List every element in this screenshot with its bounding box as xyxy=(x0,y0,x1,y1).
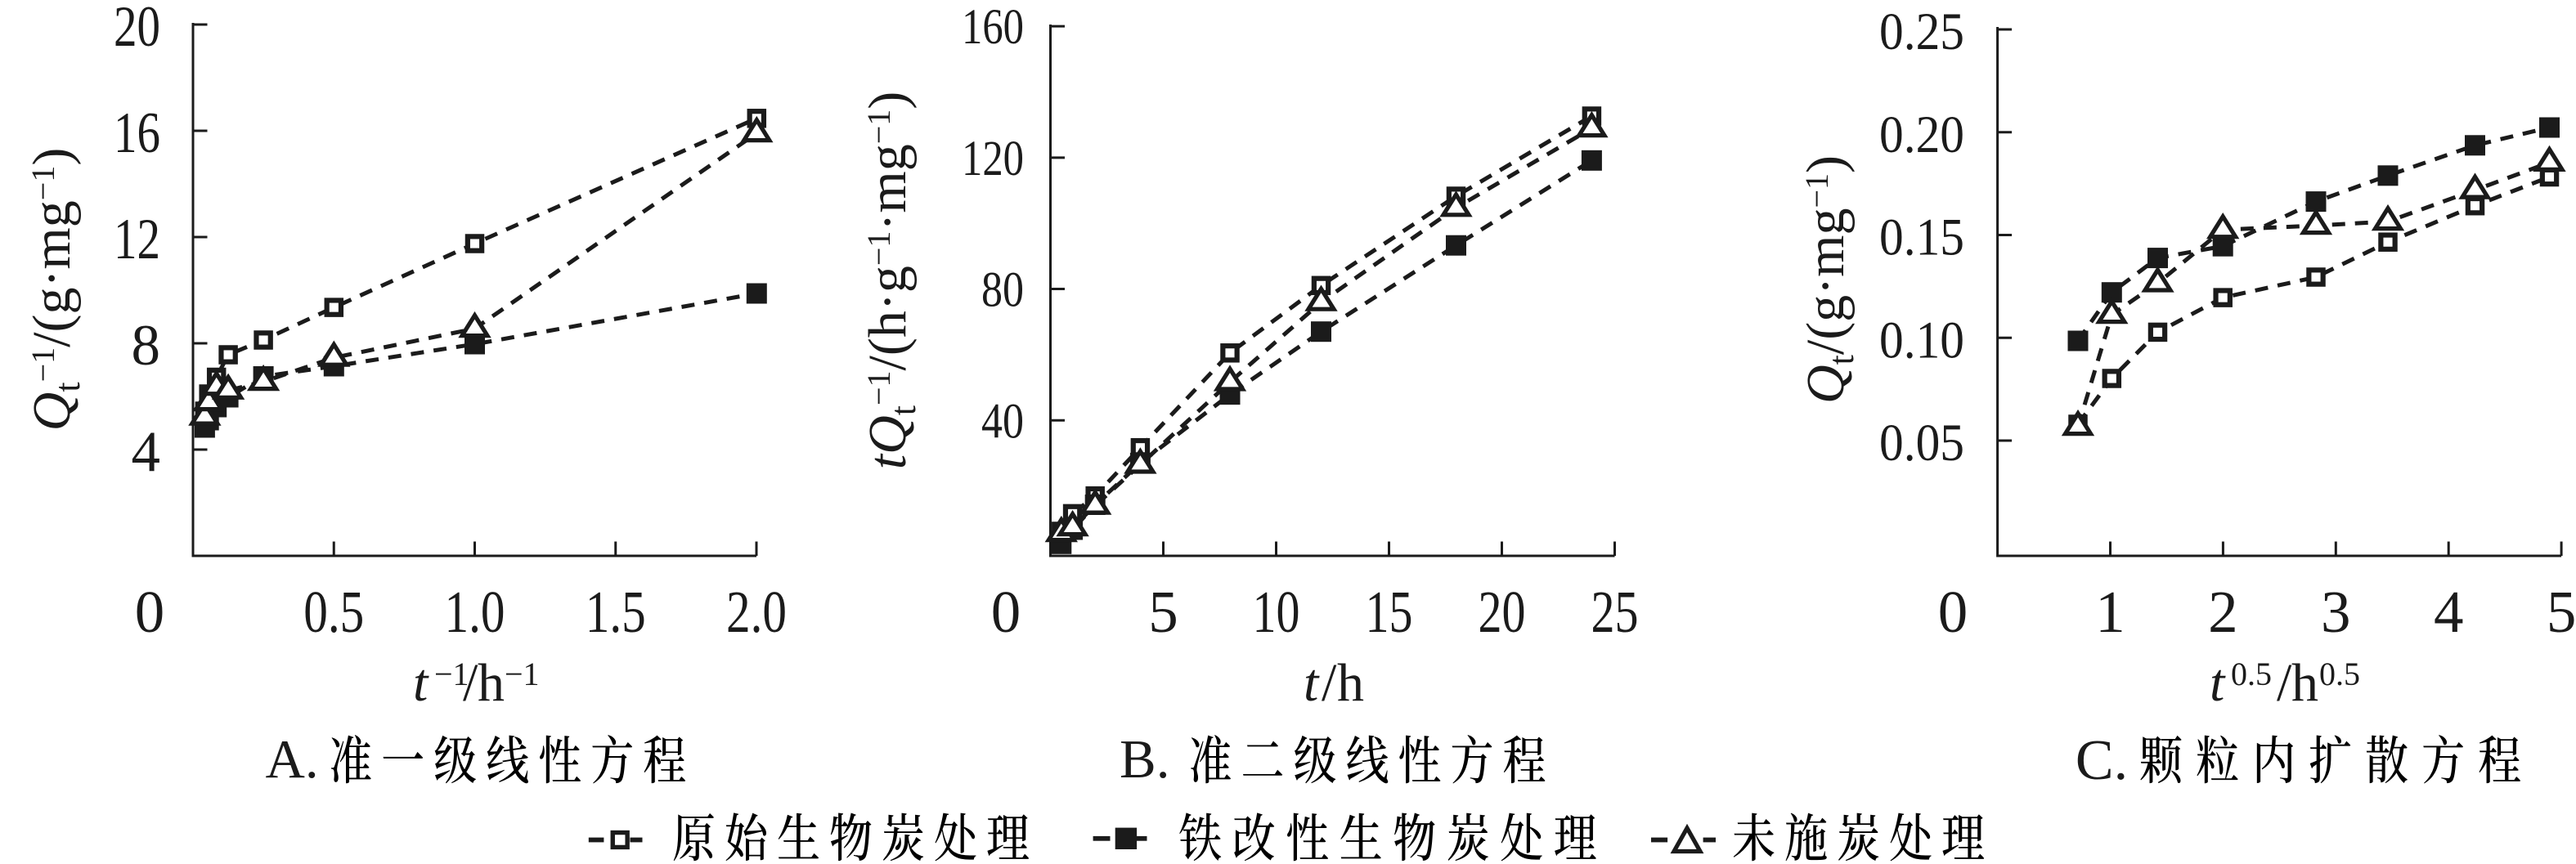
svg-text:h: h xyxy=(1337,653,1364,713)
svg-text:−1: −1 xyxy=(434,656,469,692)
svg-text:3: 3 xyxy=(2321,579,2351,645)
svg-text:B.: B. xyxy=(1120,729,1169,790)
svg-text:2: 2 xyxy=(2208,579,2238,645)
svg-text:80: 80 xyxy=(981,263,1024,318)
svg-text:40: 40 xyxy=(981,394,1024,449)
svg-text:0.5: 0.5 xyxy=(2231,656,2272,692)
svg-text:0: 0 xyxy=(991,579,1021,645)
svg-text:Qt/(g·mg−1): Qt/(g·mg−1) xyxy=(1796,155,1861,404)
svg-text:12: 12 xyxy=(114,208,160,271)
svg-text:0.5: 0.5 xyxy=(303,579,364,645)
svg-text:15: 15 xyxy=(1366,579,1413,645)
svg-text:16: 16 xyxy=(114,101,160,165)
svg-text:1.5: 1.5 xyxy=(586,579,646,645)
svg-text:t: t xyxy=(2210,653,2226,713)
svg-text:0: 0 xyxy=(135,579,165,645)
svg-text:C.: C. xyxy=(2076,729,2128,792)
svg-text:10: 10 xyxy=(1253,579,1300,645)
svg-text:160: 160 xyxy=(962,0,1024,55)
svg-text:20: 20 xyxy=(1479,579,1526,645)
svg-text:Qt−1/(g·mg−1): Qt−1/(g·mg−1) xyxy=(22,148,88,432)
svg-text:4: 4 xyxy=(132,420,161,484)
svg-text:tQt−1/(h·g−1·mg−1): tQt−1/(h·g−1·mg−1) xyxy=(858,92,923,470)
svg-text:0: 0 xyxy=(1938,579,1968,645)
svg-text:/: / xyxy=(2277,653,2292,713)
svg-text:/: / xyxy=(463,653,478,713)
svg-text:0.5: 0.5 xyxy=(2319,656,2360,692)
svg-text:0.10: 0.10 xyxy=(1879,311,1964,369)
svg-text:0.05: 0.05 xyxy=(1879,414,1964,472)
svg-text:h: h xyxy=(2291,653,2318,713)
svg-text:0.25: 0.25 xyxy=(1879,2,1964,61)
svg-text:20: 20 xyxy=(114,0,160,59)
svg-text:0.20: 0.20 xyxy=(1879,105,1964,164)
svg-text:t: t xyxy=(413,653,429,713)
svg-text:/: / xyxy=(1322,653,1337,713)
svg-text:1.0: 1.0 xyxy=(445,579,505,645)
svg-text:−1: −1 xyxy=(505,656,540,692)
svg-text:h: h xyxy=(478,653,505,713)
svg-text:1: 1 xyxy=(2095,579,2125,645)
svg-text:120: 120 xyxy=(962,132,1024,186)
svg-text:8: 8 xyxy=(132,314,161,378)
svg-text:2.0: 2.0 xyxy=(726,579,787,645)
svg-text:4: 4 xyxy=(2434,579,2464,645)
svg-text:5: 5 xyxy=(1148,579,1178,645)
svg-text:A.: A. xyxy=(266,729,319,790)
svg-text:t: t xyxy=(1304,653,1320,713)
svg-text:5: 5 xyxy=(2547,579,2576,645)
svg-text:25: 25 xyxy=(1591,579,1639,645)
svg-text:0.15: 0.15 xyxy=(1879,208,1964,267)
